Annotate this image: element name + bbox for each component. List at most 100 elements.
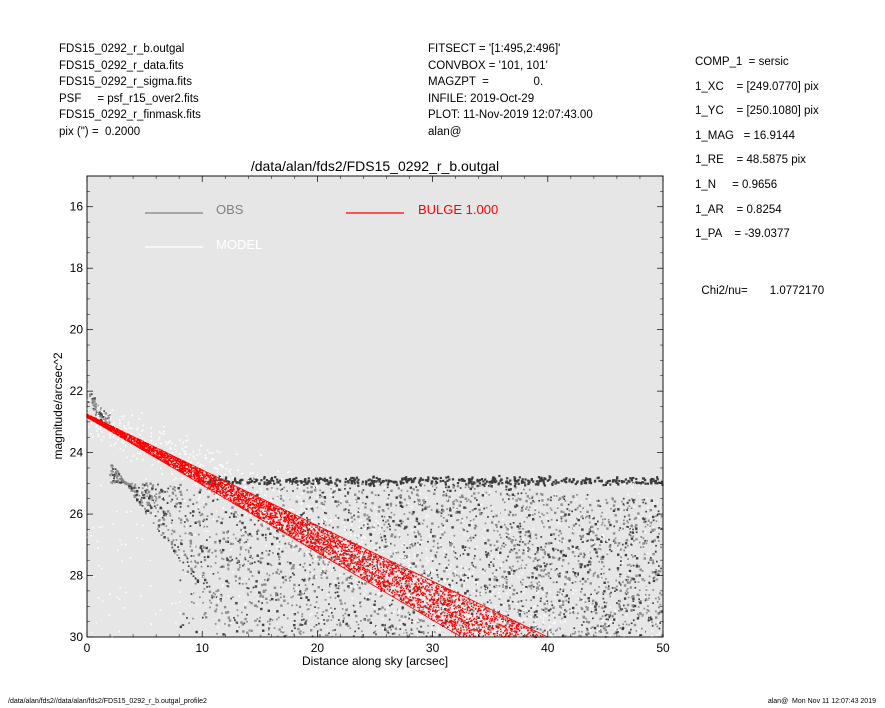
obs-point [563,480,566,483]
obs-point [250,629,253,632]
obs-point [373,527,376,529]
obs-point [657,570,660,573]
obs-point [143,496,146,499]
obs-point [215,604,219,607]
obs-point [493,575,496,578]
obs-point [543,562,546,564]
obs-point [210,565,212,568]
obs-point [91,401,94,404]
model-point [150,432,153,434]
obs-point [632,476,635,480]
obs-point [435,510,439,513]
obs-point [203,558,207,562]
model-point [141,430,143,432]
obs-point [543,570,546,572]
model-point [549,591,551,593]
obs-point [529,537,532,539]
model-point [554,620,557,623]
model-point [263,523,266,525]
obs-point [393,544,396,547]
obs-point [167,487,170,490]
model-point [138,434,141,436]
model-point [254,520,256,523]
obs-point [173,485,176,489]
obs-point [348,511,350,514]
obs-point [480,478,484,481]
obs-point [521,605,524,608]
obs-point [442,524,444,527]
obs-point [214,562,217,564]
obs-point [564,519,568,522]
model-point [551,635,553,638]
obs-point [606,553,609,555]
obs-point [300,597,302,599]
obs-point [601,561,604,564]
obs-point [492,572,494,575]
obs-point [583,552,585,555]
obs-point [271,619,274,621]
obs-point [183,521,186,523]
obs-point [366,523,369,526]
obs-point [429,549,433,552]
obs-point [609,548,611,551]
obs-point [615,588,617,590]
obs-point [265,479,269,482]
obs-point [445,494,448,497]
model-point [452,547,454,550]
obs-point [630,554,633,556]
obs-point [215,596,218,599]
obs-point [551,604,554,607]
obs-point [519,531,522,534]
model-point [398,609,400,611]
obs-point [113,473,116,476]
obs-point [306,487,309,489]
obs-point [626,501,629,504]
obs-point [519,540,521,543]
obs-point [257,560,260,563]
obs-point [561,496,564,499]
obs-point [309,519,312,522]
model-point [175,450,177,453]
obs-point [103,410,105,412]
obs-point [652,579,656,583]
model-point [150,427,152,429]
obs-point [653,576,656,579]
obs-point [548,526,551,529]
obs-point [173,549,176,552]
obs-point [494,595,497,597]
model-point [389,551,391,553]
obs-point [389,525,391,528]
model-point [149,444,152,447]
obs-point [190,593,193,595]
obs-point [224,478,227,481]
obs-point [529,514,531,516]
obs-point [591,602,594,605]
obs-point [164,514,167,517]
obs-point [657,573,660,576]
obs-point [628,533,631,536]
obs-point [115,470,118,473]
obs-point [604,518,606,520]
obs-point [193,494,195,496]
obs-point [346,518,350,522]
model-point [319,536,321,538]
obs-point [458,619,461,621]
obs-point [656,476,659,479]
obs-point [488,480,491,484]
obs-point [222,548,225,552]
obs-point [265,510,268,513]
obs-point [641,570,644,572]
obs-point [554,569,557,572]
obs-point [652,589,655,591]
obs-point [641,627,643,630]
obs-point [189,545,192,548]
obs-point [642,542,645,545]
obs-point [426,479,429,483]
obs-point [381,539,383,542]
obs-point [582,507,584,510]
model-point [459,491,461,494]
model-point [245,505,247,507]
obs-point [537,482,540,485]
model-point [606,624,608,627]
obs-point [452,483,455,486]
